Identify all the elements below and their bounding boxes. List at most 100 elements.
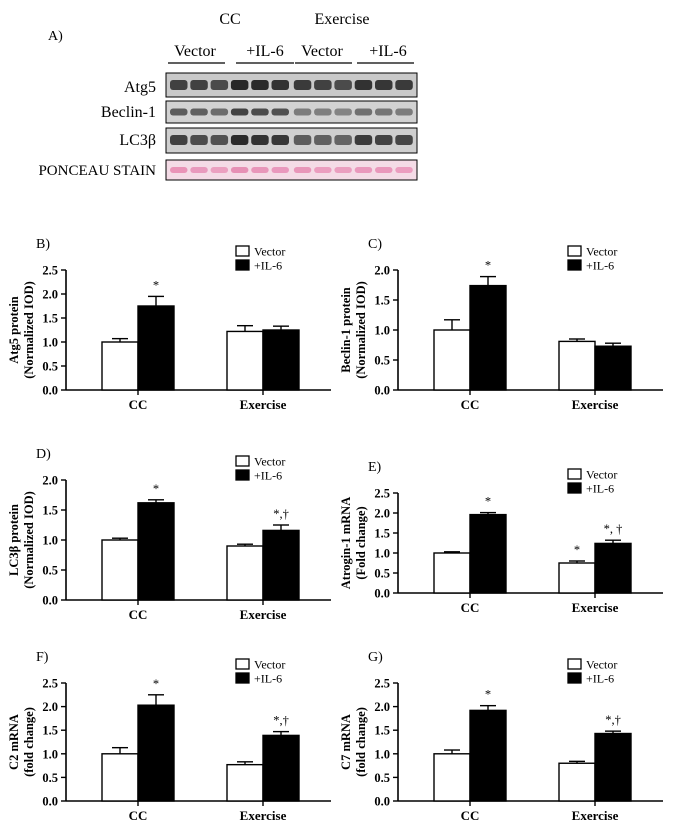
- blot-band: [375, 80, 393, 90]
- blot-band: [354, 135, 373, 145]
- y-tick-label: 0.5: [374, 354, 390, 368]
- legend-swatch: [567, 259, 582, 271]
- legend-swatch: [567, 672, 582, 684]
- blot-band: [190, 167, 208, 173]
- x-tick-label: Exercise: [572, 808, 619, 823]
- blot-band: [354, 167, 373, 173]
- significance-label: *: [485, 688, 491, 702]
- blot-band: [293, 167, 312, 173]
- bar-plus-il-6: [137, 502, 175, 601]
- x-tick-label: CC: [461, 397, 480, 412]
- blot-band: [170, 135, 188, 145]
- bar-vector: [558, 340, 596, 391]
- blot-panel-label: A): [48, 29, 63, 44]
- bar-plus-il-6: [137, 305, 175, 391]
- blot-band: [354, 80, 373, 90]
- legend-swatch: [567, 658, 582, 670]
- blot-band: [210, 135, 229, 145]
- y-tick-label: 1.0: [42, 747, 58, 761]
- bar-plus-il-6: [469, 709, 507, 802]
- blot-subgroup-ex-il6: +IL-6: [369, 43, 406, 60]
- y-tick-label: 2.0: [374, 700, 390, 714]
- y-tick-label: 2.0: [42, 474, 58, 488]
- y-axis-label: (fold change): [354, 707, 368, 777]
- y-tick-label: 1.5: [42, 504, 58, 518]
- blot-group-cc: CC: [219, 11, 240, 28]
- blot-band: [395, 135, 413, 145]
- y-tick-label: 1.0: [42, 336, 58, 350]
- blot-strip-beclin: [165, 100, 418, 124]
- blot-row-label: Beclin-1: [101, 104, 156, 121]
- blot-band: [375, 108, 393, 116]
- blot-band: [334, 167, 352, 173]
- y-axis-label: (fold change): [22, 707, 36, 777]
- y-tick-label: 0.5: [42, 771, 58, 785]
- blot-band: [230, 108, 249, 116]
- y-axis-label: C2 mRNA: [7, 714, 21, 770]
- significance-label: *: [153, 278, 159, 292]
- y-tick-label: 2.0: [374, 507, 390, 521]
- y-tick-label: 1.5: [42, 312, 58, 326]
- bar-plus-il-6: [594, 345, 632, 391]
- x-tick-label: CC: [129, 808, 148, 823]
- blot-band: [170, 80, 188, 90]
- y-tick-label: 0.0: [42, 795, 58, 809]
- significance-label: *: [485, 259, 491, 273]
- chart-panel-label: E): [368, 460, 382, 475]
- y-tick-label: 0.5: [42, 360, 58, 374]
- y-tick-label: 0.5: [374, 567, 390, 581]
- blot-row-label: Atg5: [124, 79, 156, 96]
- bar-chart-b: B) 0.0 0.5 1.0 1.5 2.0 2.5 Atg5 protein (Normali…: [7, 237, 331, 412]
- blot-band: [354, 108, 373, 116]
- legend-swatch: [235, 245, 250, 257]
- y-tick-label: 0.0: [374, 587, 390, 601]
- bar-plus-il-6: [469, 513, 507, 594]
- y-tick-label: 0.0: [374, 384, 390, 398]
- x-tick-label: Exercise: [572, 600, 619, 615]
- y-tick-label: 1.0: [374, 324, 390, 338]
- western-blot-panel: A) CC Exercise Vector +IL-6 Vector +IL-6…: [38, 11, 418, 181]
- blot-band: [210, 167, 229, 173]
- chart-panel-label: C): [368, 237, 382, 252]
- x-tick-label: Exercise: [240, 607, 287, 622]
- legend-swatch: [235, 259, 250, 271]
- blot-band: [170, 167, 188, 173]
- bar-vector: [433, 753, 471, 802]
- blot-band: [375, 135, 393, 145]
- bar-chart-d: D) 0.0 0.5 1.0 1.5 2.0 LC3β protein (Normalized…: [7, 447, 331, 622]
- bar-vector: [101, 341, 139, 391]
- blot-band: [271, 108, 289, 116]
- bar-vector: [558, 562, 596, 594]
- y-axis-label: (Fold change): [354, 506, 368, 579]
- bar-vector: [226, 763, 264, 802]
- significance-label: *,†: [605, 713, 621, 727]
- blot-band: [251, 135, 269, 145]
- blot-band: [314, 167, 332, 173]
- y-tick-label: 2.5: [42, 264, 58, 278]
- bar-plus-il-6: [594, 732, 632, 802]
- blot-band: [170, 108, 188, 116]
- legend-label: Vector: [586, 245, 617, 259]
- legend-label: +IL-6: [586, 482, 614, 496]
- significance-label: *: [153, 482, 159, 496]
- y-tick-label: 1.5: [374, 294, 390, 308]
- blot-band: [314, 80, 332, 90]
- y-tick-label: 1.0: [374, 747, 390, 761]
- blot-band: [230, 135, 249, 145]
- bar-plus-il-6: [469, 284, 507, 391]
- bar-vector: [226, 330, 264, 391]
- bar-plus-il-6: [262, 529, 300, 601]
- blot-band: [230, 167, 249, 173]
- legend-swatch: [567, 245, 582, 257]
- bar-vector: [226, 545, 264, 601]
- blot-band: [251, 108, 269, 116]
- legend-label: Vector: [586, 468, 617, 482]
- y-tick-label: 0.0: [374, 795, 390, 809]
- y-tick-label: 2.0: [42, 700, 58, 714]
- y-tick-label: 1.0: [374, 547, 390, 561]
- x-tick-label: CC: [129, 607, 148, 622]
- bar-chart-c: C) 0.0 0.5 1.0 1.5 2.0 Beclin-1 protein (Normal…: [339, 237, 663, 412]
- blot-subgroup-cc-il6: +IL-6: [246, 43, 283, 60]
- blot-band: [190, 80, 208, 90]
